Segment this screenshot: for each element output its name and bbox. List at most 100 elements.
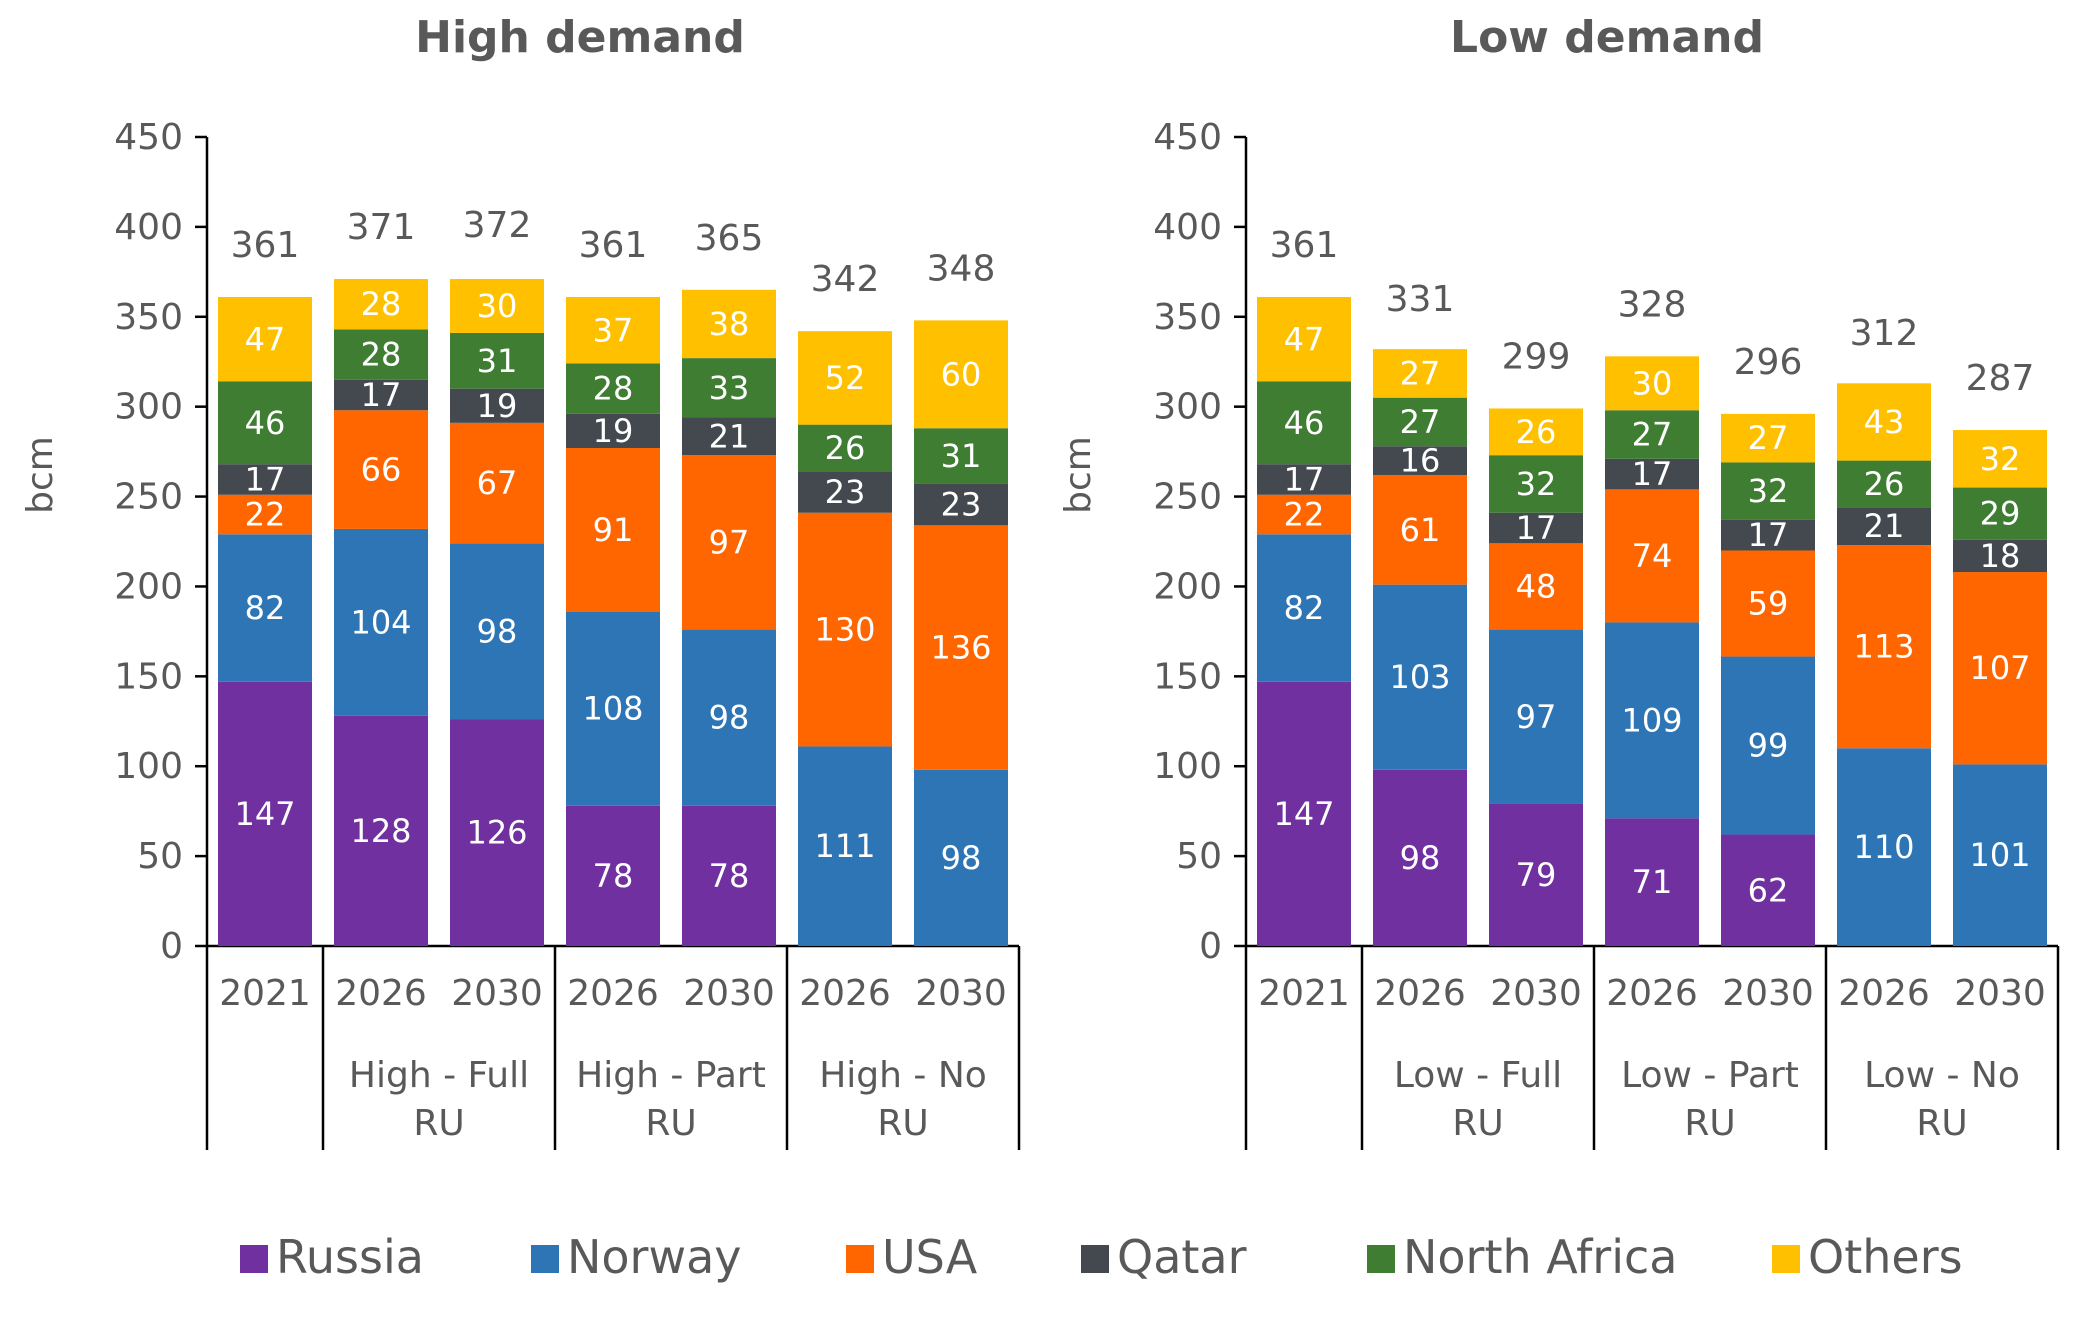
data-label: 74 xyxy=(1632,537,1673,575)
data-label: 17 xyxy=(245,460,286,498)
data-label: 31 xyxy=(477,342,518,380)
bar-segment-qatar xyxy=(1257,464,1351,495)
data-label: 17 xyxy=(1632,455,1673,493)
data-label: 27 xyxy=(1400,354,1441,392)
bar-segment-usa xyxy=(798,512,892,747)
x-tick-label: 2030 xyxy=(451,973,543,1014)
bar-segment-north-africa xyxy=(334,329,428,380)
data-label: 19 xyxy=(593,412,634,450)
legend: Russia Norway USA Qatar North Africa Others xyxy=(240,1230,1963,1284)
data-label: 27 xyxy=(1400,403,1441,441)
bar-segment-others xyxy=(1373,349,1467,398)
y-tick-label: 100 xyxy=(1153,746,1222,787)
bar-segment-others xyxy=(218,297,312,382)
bar-segment-russia xyxy=(1605,818,1699,946)
bar-segment-others xyxy=(798,331,892,425)
legend-label: Norway xyxy=(567,1230,742,1284)
bar-segment-russia xyxy=(1721,834,1815,946)
data-label: 103 xyxy=(1389,658,1450,696)
x-tick-label: 2030 xyxy=(1954,973,2046,1014)
x-tick-label: 2021 xyxy=(219,973,311,1014)
data-label: 23 xyxy=(941,486,982,524)
y-tick-label: 200 xyxy=(1153,566,1222,607)
data-label: 61 xyxy=(1400,511,1441,549)
bar-segment-north-africa xyxy=(1837,460,1931,508)
bar-segment-russia xyxy=(1489,803,1583,946)
x-tick-label: 2026 xyxy=(567,973,659,1014)
bar-segment-norway xyxy=(1721,656,1815,835)
data-label: 66 xyxy=(361,451,402,489)
data-label: 147 xyxy=(1273,795,1334,833)
bar-segment-others xyxy=(566,297,660,364)
group-label: Low - No RU xyxy=(1864,1055,2020,1144)
bar-segment-others xyxy=(1257,297,1351,382)
bar-segment-north-africa xyxy=(1257,381,1351,465)
bar-segment-qatar xyxy=(1605,458,1699,490)
bar-segment-usa xyxy=(914,525,1008,770)
data-label: 27 xyxy=(1632,416,1673,454)
data-label: 104 xyxy=(350,603,411,641)
y-axis-label: bcm xyxy=(20,436,61,514)
data-label: 21 xyxy=(1864,507,1905,545)
total-label: 361 xyxy=(1270,225,1339,266)
total-label: 361 xyxy=(231,225,300,266)
data-label: 17 xyxy=(361,376,402,414)
total-label: 328 xyxy=(1618,284,1687,325)
data-label: 71 xyxy=(1632,863,1673,901)
bar-segment-qatar xyxy=(914,483,1008,526)
data-label: 130 xyxy=(814,611,875,649)
data-label: 147 xyxy=(234,795,295,833)
legend-swatch-others xyxy=(1772,1245,1800,1273)
chart-title: Low demand xyxy=(1450,12,1764,63)
data-label: 47 xyxy=(1284,320,1325,358)
bar-segment-north-africa xyxy=(450,332,544,389)
total-label: 296 xyxy=(1734,342,1803,383)
legend-swatch-usa xyxy=(846,1245,874,1273)
total-label: 361 xyxy=(579,225,648,266)
y-tick-label: 300 xyxy=(114,387,183,428)
legend-label: North Africa xyxy=(1403,1230,1677,1284)
data-label: 18 xyxy=(1980,537,2021,575)
bar-segment-usa xyxy=(682,455,776,630)
group-label: Low - Full RU xyxy=(1394,1055,1562,1144)
bar-segment-norway xyxy=(914,769,1008,946)
data-label: 19 xyxy=(477,387,518,425)
bar-segment-others xyxy=(334,279,428,330)
total-label: 299 xyxy=(1502,336,1571,377)
data-label: 110 xyxy=(1853,828,1914,866)
x-tick-label: 2026 xyxy=(335,973,427,1014)
x-tick-label: 2026 xyxy=(1606,973,1698,1014)
data-label: 17 xyxy=(1284,460,1325,498)
y-tick-label: 150 xyxy=(114,656,183,697)
bar-segment-qatar xyxy=(566,413,660,449)
data-label: 28 xyxy=(361,285,402,323)
data-label: 99 xyxy=(1748,727,1789,765)
legend-swatch-qatar xyxy=(1081,1245,1109,1273)
bar-segment-others xyxy=(1489,408,1583,456)
data-label: 67 xyxy=(477,464,518,502)
data-label: 78 xyxy=(593,857,634,895)
data-label: 97 xyxy=(709,523,750,561)
data-label: 33 xyxy=(709,369,750,407)
bar-segment-others xyxy=(450,279,544,333)
y-tick-label: 0 xyxy=(1199,926,1222,967)
data-label: 32 xyxy=(1980,440,2021,478)
data-label: 32 xyxy=(1748,472,1789,510)
data-label: 98 xyxy=(1400,839,1441,877)
y-tick-label: 250 xyxy=(114,477,183,518)
data-label: 111 xyxy=(814,827,875,865)
y-tick-label: 250 xyxy=(1153,477,1222,518)
data-label: 62 xyxy=(1748,871,1789,909)
bar-segment-others xyxy=(1721,413,1815,463)
bar-segment-norway xyxy=(1837,748,1931,946)
bar-segment-russia xyxy=(218,681,312,946)
data-label: 27 xyxy=(1748,419,1789,457)
data-label: 126 xyxy=(466,814,527,852)
bar-segment-qatar xyxy=(682,417,776,456)
bar-segment-norway xyxy=(566,611,660,806)
y-tick-label: 150 xyxy=(1153,656,1222,697)
bar-segment-russia xyxy=(450,719,544,946)
bar-segment-qatar xyxy=(450,388,544,423)
data-label: 29 xyxy=(1980,495,2021,533)
